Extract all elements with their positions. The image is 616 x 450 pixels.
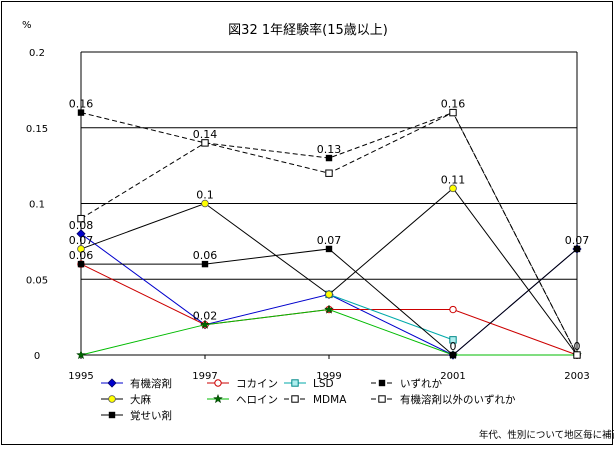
data-label: 0.14 [193,128,218,141]
data-point [199,319,211,329]
data-labels: 0.08 0.16 0.14 0.13 0.16 0 0.07 0.1 0.11 0.02 0.06… [69,98,590,353]
legend-item: 有機溶剤 [101,377,172,390]
data-label: 0.07 [69,234,94,247]
y-axis-unit: % [22,20,32,31]
legend-label: 有機溶剤以外のいずれか [400,393,516,406]
data-point [325,154,333,162]
legend-item: LSD [284,378,334,390]
chart-title: 図32 1年経験率(15歳以上) [228,22,388,38]
footnote: 年代、性別について地区毎に補正 [479,429,614,441]
legend-label: 有機溶剤 [130,377,172,390]
legend-label: MDMA [313,394,347,406]
data-point [291,395,299,403]
data-point [325,245,333,253]
axes: 0 0.05 0.1 0.15 0.2 1995 1997 1999 2001 2003 [26,48,590,382]
data-point [77,214,85,223]
series-LSD [325,290,457,344]
legend-item: ヘロイン [207,393,278,406]
y-tick-label: 0.2 [29,48,45,59]
legend-item: 大麻 [101,393,151,406]
data-point [108,411,116,419]
data-point [378,395,386,403]
data-label: 0 [450,340,457,353]
data-label: 0.07 [317,234,342,247]
data-label: 0.13 [317,143,342,156]
y-tick-label: 0 [34,351,40,362]
data-point [201,260,209,268]
data-label: 0.11 [441,173,466,186]
data-point [77,109,85,116]
y-tick-label: 0.1 [29,200,45,211]
series-有機溶剤以外のいずれか [77,108,581,359]
data-label: 0.07 [565,234,590,247]
series-line [80,187,578,356]
series-layer [75,108,583,360]
legend-label: LSD [313,378,334,390]
legend-label: ヘロイン [236,394,278,406]
series-覚せい剤 [77,245,581,359]
legend-item: 覚せい剤 [101,409,172,422]
data-label: 0.16 [441,98,466,111]
data-point [107,378,117,388]
legend-item: MDMA [284,394,347,406]
data-point [201,199,209,208]
data-point [201,139,209,147]
data-point [323,304,335,314]
data-point [214,379,222,387]
legend-label: コカイン [236,378,278,390]
legend-label: 大麻 [130,393,151,406]
data-point [449,336,457,344]
data-point [378,379,386,387]
series-line [328,293,454,341]
y-tick-label: 0.15 [26,124,48,135]
data-point [291,379,299,387]
legend-item: いずれか [371,378,442,390]
x-tick-label: 2001 [440,371,465,382]
x-tick-label: 1995 [68,371,93,382]
data-point [77,260,85,268]
x-tick-label: 1997 [192,371,217,382]
x-tick-label: 1999 [316,371,341,382]
data-label: 0 [574,340,581,353]
data-label: 0.02 [193,310,218,323]
data-point [77,245,85,253]
legend-label: 覚せい剤 [130,409,172,422]
data-label: 0.16 [69,98,94,111]
legend-item: 有機溶剤以外のいずれか [371,393,516,406]
x-tick-label: 2003 [564,371,589,382]
legend-item: コカイン [207,378,278,390]
data-point [573,351,581,359]
data-label: 0.06 [193,249,218,262]
legend-label: いずれか [400,378,442,390]
data-point [449,305,457,314]
data-label: 0.06 [69,249,94,262]
data-point [573,245,581,253]
data-point [212,393,224,404]
data-point [325,169,333,177]
data-point [325,290,333,299]
data-point [449,351,457,359]
data-point [75,349,87,360]
data-point [449,184,457,193]
series-大麻 [77,184,581,359]
data-point [449,108,457,117]
y-tick-label: 0.05 [26,275,48,286]
data-label: 0.1 [196,189,214,202]
data-point [108,395,116,403]
series-line [81,248,578,356]
data-point [76,229,86,239]
data-label: 0.08 [69,219,94,232]
series-line [80,309,577,356]
